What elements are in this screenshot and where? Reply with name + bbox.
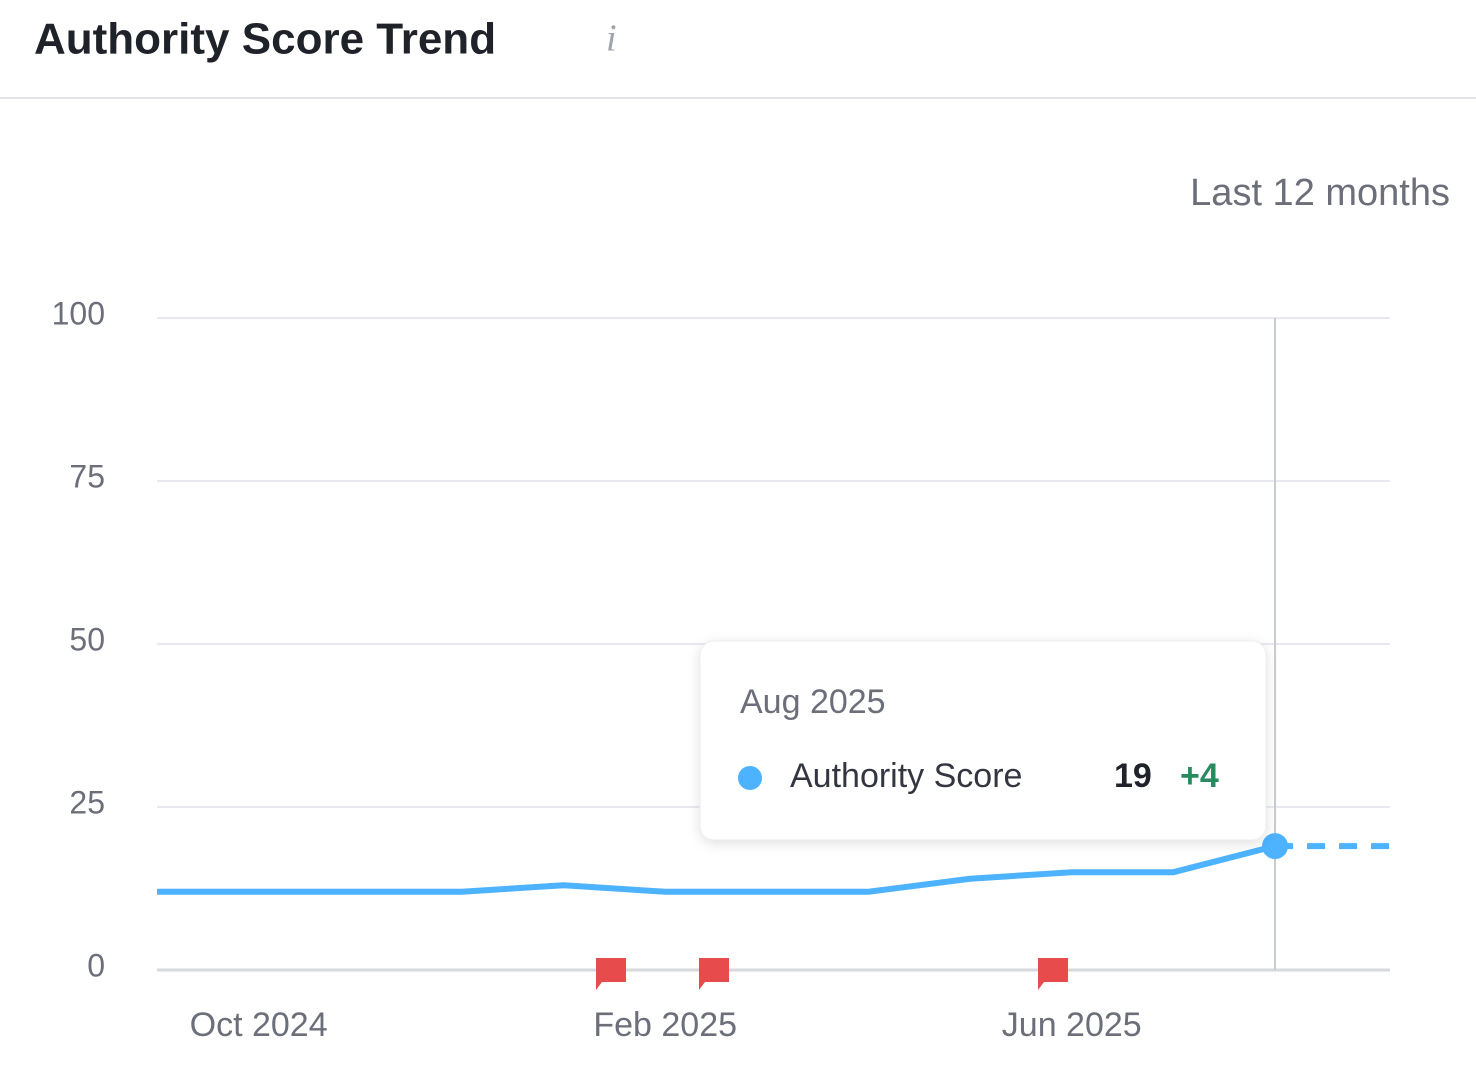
tooltip: Aug 2025 Authority Score 19 +4	[699, 640, 1267, 841]
tooltip-value: 19	[1114, 757, 1152, 795]
notes	[596, 958, 1068, 990]
y-tick-label: 50	[69, 621, 105, 657]
tooltip-series: Authority Score	[790, 757, 1022, 795]
y-tick-label: 25	[69, 784, 105, 820]
period-label[interactable]: Last 12 months	[1190, 172, 1450, 214]
point	[1262, 833, 1289, 860]
note-flag[interactable]	[1038, 958, 1068, 990]
tooltip-title: Aug 2025	[740, 683, 886, 721]
note-flag[interactable]	[699, 958, 729, 990]
y-tick-label: 100	[52, 295, 105, 331]
x-tick-label: Oct 2024	[190, 1006, 328, 1044]
series-line	[157, 843, 1276, 895]
x-tick-label: Feb 2025	[593, 1006, 737, 1044]
tooltip-change: +4	[1180, 757, 1219, 795]
note-flag[interactable]	[596, 958, 626, 990]
y-tick-label: 0	[87, 947, 105, 983]
chart-title: Authority Score Trend	[34, 15, 496, 64]
tooltip-dot	[738, 766, 762, 790]
y-tick-label: 75	[69, 458, 105, 494]
x-tick-label: Jun 2025	[1002, 1006, 1142, 1044]
info-icon[interactable]: i	[606, 18, 617, 60]
tooltip-box	[699, 640, 1267, 841]
